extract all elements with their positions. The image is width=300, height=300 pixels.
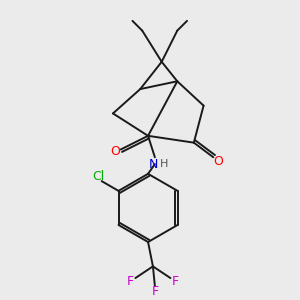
Text: F: F [127, 275, 134, 289]
Text: Cl: Cl [93, 170, 105, 183]
Text: O: O [110, 145, 120, 158]
Text: N: N [149, 158, 159, 171]
Text: H: H [160, 159, 168, 169]
Text: O: O [213, 155, 223, 168]
Text: F: F [151, 285, 158, 298]
Text: F: F [172, 275, 179, 289]
